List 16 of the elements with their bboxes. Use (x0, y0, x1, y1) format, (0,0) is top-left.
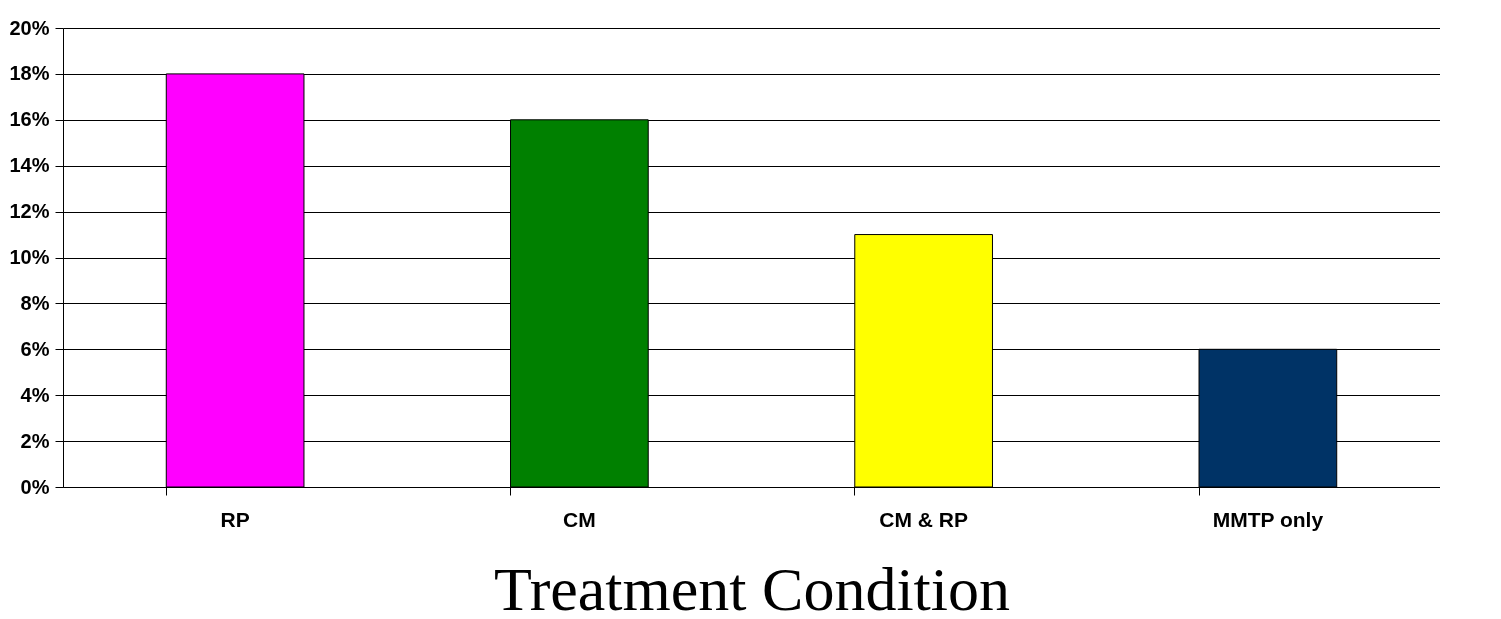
y-tick-label: 14% (9, 154, 50, 177)
x-tick-label: MMTP only (1212, 507, 1324, 531)
y-tick-label: 0% (20, 475, 50, 498)
y-tick-label: 2% (20, 429, 50, 452)
x-tick-label: CM (563, 507, 596, 531)
y-tick-label: 18% (9, 62, 50, 85)
y-tick-label: 10% (9, 246, 50, 268)
x-tick-label: CM & RP (879, 507, 968, 531)
x-tick-label: RP (220, 507, 250, 531)
y-tick-label: 6% (20, 337, 50, 360)
x-axis-title: Treatment Condition (493, 554, 1011, 619)
y-tick-label: 4% (20, 383, 50, 406)
y-tick-label: 16% (9, 108, 50, 131)
y-tick-label: 12% (9, 200, 50, 223)
y-tick-label: 8% (20, 291, 50, 314)
y-tick-label: 20% (9, 16, 50, 39)
